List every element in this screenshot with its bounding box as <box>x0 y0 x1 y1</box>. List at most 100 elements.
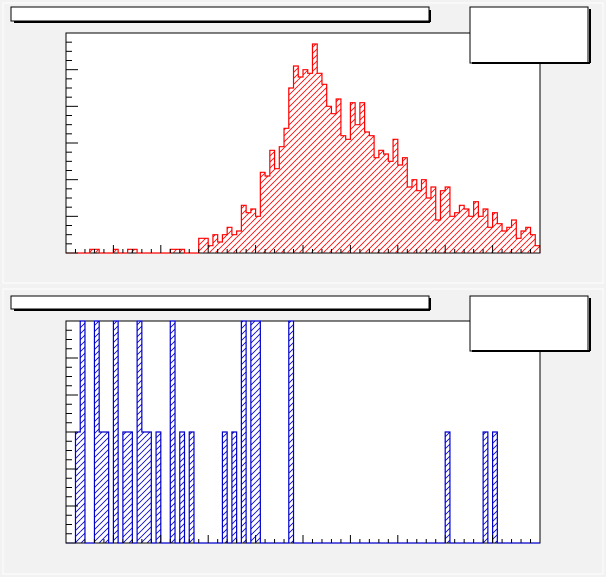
histogram-bar <box>440 190 446 253</box>
histogram-bar <box>127 432 133 543</box>
histogram-bar <box>231 234 237 253</box>
histogram-bar <box>288 88 294 253</box>
title-box-1 <box>10 6 430 22</box>
histogram-bar <box>274 168 280 253</box>
histogram-bar <box>241 321 247 543</box>
histogram-bar <box>156 432 161 543</box>
histogram-bar <box>468 216 474 253</box>
histogram-bar <box>378 150 384 253</box>
histogram-bar <box>241 205 247 253</box>
histogram-bar <box>412 179 417 253</box>
histogram-bar <box>217 242 223 253</box>
histogram-bar <box>483 432 488 543</box>
histogram-bar <box>113 321 119 543</box>
histogram-bar <box>175 249 180 253</box>
histogram-bar <box>336 99 341 253</box>
histogram-bar <box>430 187 436 253</box>
histogram-bar <box>416 190 422 253</box>
histogram-bar <box>132 249 138 253</box>
histogram-bar <box>288 321 294 543</box>
histogram-bar <box>146 432 152 543</box>
histogram-bar <box>170 321 176 543</box>
histogram-bar <box>170 249 176 253</box>
histogram-outline <box>66 43 541 254</box>
histogram-bar <box>359 102 365 253</box>
histogram-bar <box>388 161 394 253</box>
stats-box-2 <box>469 295 589 352</box>
histogram-bar <box>502 231 507 253</box>
histogram-bar <box>393 139 398 253</box>
histogram-bar <box>75 432 81 543</box>
histogram-bar <box>265 176 270 253</box>
histogram-bar <box>94 321 100 543</box>
histogram-bar <box>435 220 441 253</box>
histogram-bar <box>355 124 360 253</box>
histogram-bar <box>426 198 431 253</box>
histogram-bar <box>530 234 536 253</box>
histogram-bar <box>421 179 427 253</box>
histogram-bar <box>445 432 450 543</box>
histogram-bar <box>179 249 185 253</box>
histogram-bar <box>369 135 375 253</box>
histogram-bar <box>511 220 517 253</box>
histogram-bar <box>303 69 308 253</box>
histogram-bar <box>326 106 332 253</box>
title-box-2 <box>10 295 430 310</box>
histogram-bar <box>227 227 232 253</box>
histogram-bar <box>127 249 133 253</box>
histogram-bar <box>113 249 119 253</box>
histogram-bar <box>473 201 479 253</box>
histogram-bar <box>383 154 389 253</box>
histogram-bar <box>307 73 313 253</box>
histogram-bar <box>298 77 303 253</box>
histogram-bar <box>445 187 450 253</box>
histogram-bar <box>483 209 488 253</box>
histogram-bar <box>464 209 469 253</box>
histogram-bar <box>374 157 379 253</box>
histogram-bar <box>103 432 109 543</box>
histogram-bar <box>198 238 204 253</box>
histogram-bar <box>506 227 512 253</box>
histogram-bar <box>497 223 503 253</box>
axes-2 <box>65 320 541 544</box>
histogram-bar <box>525 227 531 253</box>
histogram-1-bars <box>66 43 541 254</box>
histogram-bar <box>345 139 351 253</box>
histogram-bar <box>487 227 493 253</box>
histogram-bar <box>492 212 498 253</box>
histogram-bar <box>250 209 256 253</box>
histogram-outline <box>66 320 540 544</box>
axes-1 <box>65 32 541 254</box>
histogram-bar <box>222 432 228 543</box>
histogram-bar <box>231 432 237 543</box>
histogram-bar <box>255 321 261 543</box>
histogram-bar <box>521 231 526 253</box>
histogram-bar <box>317 73 322 253</box>
histogram-bar <box>402 157 408 253</box>
histogram-bar <box>122 432 128 543</box>
histogram-2-bars <box>66 320 540 544</box>
histogram-bar <box>279 146 285 253</box>
histogram-bar <box>478 216 484 253</box>
histogram-bar <box>260 172 266 253</box>
histogram-bar <box>212 234 218 253</box>
histogram-bar <box>137 321 142 543</box>
histogram-bar <box>141 432 147 543</box>
histogram-bar <box>284 128 289 253</box>
histogram-bar <box>208 245 213 253</box>
histogram-bar <box>407 187 413 253</box>
histogram-bar <box>179 432 185 543</box>
pad-2 <box>2 288 604 575</box>
histogram-bar <box>321 84 327 253</box>
histogram-bar <box>222 234 228 253</box>
histogram-bar <box>340 135 346 253</box>
histogram-bar <box>364 132 370 253</box>
histogram-bar <box>94 249 100 253</box>
histogram-bar <box>89 249 95 253</box>
histogram-bar <box>269 150 275 253</box>
histogram-bar <box>331 113 337 253</box>
histogram-bar <box>203 238 209 253</box>
histogram-bar <box>535 245 540 253</box>
histogram-bar <box>189 432 194 543</box>
